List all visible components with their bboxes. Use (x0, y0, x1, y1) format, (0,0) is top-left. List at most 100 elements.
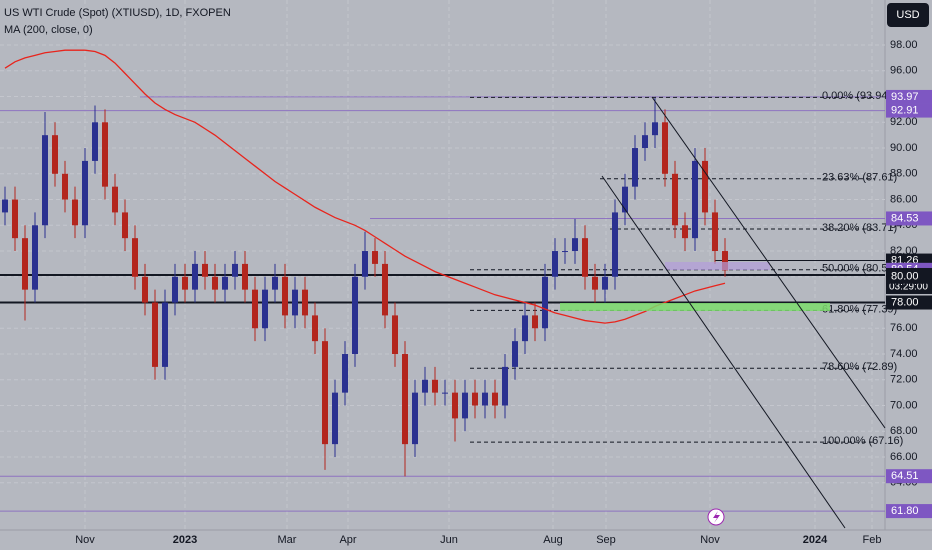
candle-body (212, 276, 218, 290)
candle-body (332, 392, 338, 445)
candle-body (682, 225, 688, 239)
candle-body (182, 276, 188, 290)
candle-body (262, 289, 268, 329)
price-label-box (886, 469, 932, 484)
x-tick-label: Feb (863, 534, 882, 546)
currency-button[interactable] (887, 3, 929, 27)
candle-body (452, 392, 458, 419)
y-tick-label: 88.00 (890, 168, 918, 180)
candle-body (322, 341, 328, 445)
candle-body (242, 263, 248, 290)
x-tick-label: Nov (700, 534, 720, 546)
candle-body (432, 379, 438, 393)
y-tick-label: 76.00 (890, 322, 918, 334)
fib-label: 38.20% (83.71) (822, 222, 897, 234)
price-label-box (886, 269, 932, 284)
candle-body (552, 251, 558, 277)
candle-body (72, 199, 78, 226)
y-tick-label: 92.00 (890, 116, 918, 128)
price-label-box (886, 89, 932, 104)
candle-body (162, 302, 168, 367)
price-label-box (886, 103, 932, 118)
y-tick-label: 90.00 (890, 142, 918, 154)
candle-body (362, 251, 368, 277)
candle-body (692, 160, 698, 239)
candle-body (562, 251, 568, 253)
candle-body (642, 135, 648, 149)
price-label: 78.00 (891, 296, 919, 308)
indicator-legend: MA (200, close, 0) (4, 24, 93, 36)
y-tick-label: 74.00 (890, 348, 918, 360)
price-label: 92.91 (891, 104, 919, 116)
candle-body (102, 122, 108, 187)
candle-body (482, 392, 488, 406)
candle-body (512, 341, 518, 367)
candle-body (622, 186, 628, 213)
candle-body (62, 173, 68, 200)
candle-body (12, 199, 18, 239)
candle-body (222, 276, 228, 290)
candle-body (582, 238, 588, 277)
candle-body (32, 225, 38, 290)
price-label-sub: 03:29:00 (889, 282, 928, 293)
channel-line (651, 96, 886, 429)
candle-body (522, 315, 528, 342)
price-label: 84.53 (891, 212, 919, 224)
candle-body (712, 212, 718, 252)
candle-body (402, 354, 408, 445)
candle-body (612, 212, 618, 277)
candle-body (532, 315, 538, 329)
candle-body (672, 173, 678, 226)
candle-body (42, 135, 48, 226)
candle-body (652, 122, 658, 136)
price-label-box (886, 504, 932, 519)
candle-body (702, 160, 708, 213)
candle-body (192, 263, 198, 290)
candle-body (472, 392, 478, 406)
x-tick-label: 2023 (173, 534, 197, 546)
candle-body (122, 212, 128, 239)
fib-label: 100.00% (67.16) (822, 435, 903, 447)
candle-body (492, 392, 498, 406)
candle-body (132, 238, 138, 277)
candle-body (442, 392, 448, 394)
candle-body (292, 289, 298, 316)
x-tick-label: Aug (543, 534, 563, 546)
y-tick-label: 68.00 (890, 425, 918, 437)
zone (560, 303, 830, 311)
candle-body (112, 186, 118, 213)
x-tick-label: Mar (278, 534, 297, 546)
candle-body (82, 160, 88, 226)
price-label: 80.00 (891, 271, 919, 283)
candle-body (392, 315, 398, 355)
candle-body (372, 251, 378, 264)
channel-line (601, 175, 846, 529)
candle-body (92, 122, 98, 161)
y-tick-label: 72.00 (890, 374, 918, 386)
x-tick-label: Jun (440, 534, 458, 546)
fib-label: 50.00% (80.55) (822, 263, 897, 275)
y-tick-label: 96.00 (890, 65, 918, 77)
fib-label: 78.60% (72.89) (822, 361, 897, 373)
x-tick-label: Sep (596, 534, 616, 546)
price-label-box (886, 211, 932, 226)
candle-body (282, 276, 288, 316)
x-tick-label: 2024 (803, 534, 828, 546)
y-tick-label: 70.00 (890, 399, 918, 411)
candle-body (2, 199, 8, 213)
candle-body (52, 135, 58, 174)
price-label: 64.51 (891, 470, 919, 482)
candle-body (632, 148, 638, 187)
event-icon-bolt (713, 511, 720, 523)
price-label: 61.80 (891, 505, 919, 517)
y-tick-label: 82.00 (890, 245, 918, 257)
candle-body (302, 289, 308, 316)
candle-body (22, 238, 28, 290)
currency-label[interactable]: USD (896, 9, 919, 21)
zone (665, 262, 770, 270)
candle-body (142, 276, 148, 303)
y-tick-label: 86.00 (890, 193, 918, 205)
chart-title: US WTI Crude (Spot) (XTIUSD), 1D, FXOPEN (4, 7, 231, 19)
candle-body (352, 276, 358, 355)
